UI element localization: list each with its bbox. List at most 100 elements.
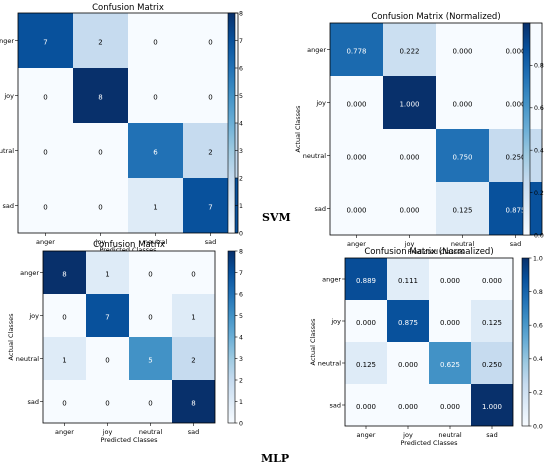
heatmap-cell [172, 380, 215, 423]
colorbar-tick-label: 7 [239, 270, 243, 277]
cell-value-label: 0 [98, 204, 102, 212]
x-axis-label: Predicted Classes [100, 436, 158, 444]
cell-value-label: 0.000 [399, 154, 419, 162]
heatmap-cell [429, 300, 471, 342]
cell-value-label: 0 [153, 39, 157, 47]
cell-value-label: 0 [153, 94, 157, 102]
heatmap-cell [387, 342, 429, 384]
cell-value-label: 0.875 [398, 319, 418, 327]
heatmap-cell [43, 380, 86, 423]
colorbar-tick-label: 0.2 [534, 190, 544, 197]
heatmap-cell [471, 384, 513, 426]
colorbar-tick-label: 1 [239, 399, 243, 406]
heatmap-cell [429, 342, 471, 384]
heatmap-cell [387, 300, 429, 342]
plot-frame [17, 12, 239, 234]
plot-frame [329, 22, 543, 236]
heatmap-cell [128, 123, 183, 178]
x-axis-label: Predicted Classes [407, 248, 465, 256]
plot-frame [344, 257, 514, 427]
y-tick-label: neutral [318, 360, 341, 368]
cell-value-label: 0 [148, 271, 152, 279]
cell-value-label: 0 [191, 271, 195, 279]
cell-value-label: 0.000 [398, 403, 418, 411]
cell-value-label: 8 [98, 94, 102, 102]
y-axis-label: Actual Classes [309, 318, 317, 366]
heatmap-cell [383, 76, 436, 129]
y-tick-label: neutral [303, 152, 326, 160]
colorbar-tick-label: 0.8 [534, 63, 544, 70]
chart-mlp-counts: 8 1 0 0 0 7 0 1 1 0 5 2 0 0 0 8 Confusion Matrix anger joy… [7, 240, 243, 444]
x-tick-label: joy [404, 240, 415, 248]
heatmap-cell [129, 251, 172, 294]
cell-value-label: 2 [208, 149, 212, 157]
cell-value-label: 0.750 [452, 154, 472, 162]
cell-value-label: 0 [148, 400, 152, 408]
cell-value-label: 6 [153, 149, 158, 157]
cell-value-label: 0.000 [482, 277, 502, 285]
cell-value-label: 0 [105, 357, 109, 365]
chart-mlp-normalized: 0.889 0.111 0.000 0.000 0.000 0.875 0.000 0.125… [309, 247, 543, 447]
colorbar-tick-label: 4 [239, 120, 243, 127]
cell-value-label: 0.889 [356, 277, 376, 285]
cell-value-label: 0.000 [440, 403, 460, 411]
cell-value-label: 2 [98, 39, 102, 47]
cell-value-label: 0 [98, 149, 102, 157]
x-tick-label: neutral [438, 431, 461, 439]
heatmap-cell [129, 380, 172, 423]
x-tick-label: anger [347, 240, 366, 248]
y-tick-label: joy [28, 312, 39, 320]
cell-value-label: 8 [191, 400, 195, 408]
chart-title: Confusion Matrix [93, 240, 165, 250]
cell-value-label: 1.000 [482, 403, 502, 411]
colorbar-tick-label: 0.6 [533, 323, 543, 330]
colorbar-tick-label: 0.6 [534, 105, 544, 112]
x-tick-label: neutral [139, 428, 162, 436]
y-tick-label: sad [3, 202, 15, 210]
heatmap-cell [383, 23, 436, 76]
section-label-mlp: MLP [261, 452, 290, 465]
heatmap-cell [345, 384, 387, 426]
colorbar-tick-label: 8 [239, 248, 243, 255]
cell-value-label: 0 [43, 149, 47, 157]
cell-value-label: 1.000 [399, 101, 419, 109]
cell-value-label: 0 [208, 94, 212, 102]
colorbar [227, 250, 236, 424]
colorbar-tick-label: 0.4 [534, 148, 544, 155]
cell-value-label: 0 [62, 400, 66, 408]
colorbar [521, 257, 530, 427]
chart-svm-normalized: 0.778 0.222 0.000 0.000 0.000 1.000 0.000 0.000… [294, 12, 544, 256]
colorbar-tick-label: 7 [239, 38, 243, 45]
cell-value-label: 0.250 [505, 154, 525, 162]
heatmap-cell [436, 23, 489, 76]
cell-value-label: 0 [148, 314, 152, 322]
heatmap-cell [330, 182, 383, 235]
colorbar [522, 22, 531, 236]
cell-value-label: 0.125 [482, 319, 502, 327]
cell-value-label: 0.250 [482, 361, 502, 369]
heatmap-cell [18, 178, 73, 233]
heatmap-cell [172, 294, 215, 337]
colorbar-tick-label: 6 [239, 291, 243, 298]
heatmap-cell [489, 23, 542, 76]
heatmap-cell [471, 258, 513, 300]
y-tick-label: joy [315, 99, 326, 107]
colorbar-tick-label: 3 [239, 148, 243, 155]
x-tick-label: joy [402, 431, 413, 439]
colorbar-tick-label: 8 [239, 10, 243, 17]
cell-value-label: 0.000 [452, 48, 472, 56]
cell-value-label: 8 [62, 271, 66, 279]
colorbar-tick-label: 2 [239, 377, 243, 384]
heatmap-cell [43, 251, 86, 294]
cell-value-label: 1 [191, 314, 195, 322]
heatmap-cell [172, 251, 215, 294]
heatmap-cell [330, 129, 383, 182]
x-tick-label: anger [36, 238, 55, 246]
heatmap-cell [429, 258, 471, 300]
x-tick-label: neutral [451, 240, 474, 248]
heatmap-cell [330, 23, 383, 76]
cell-value-label: 0.222 [399, 48, 419, 56]
cell-value-label: 0.000 [505, 48, 525, 56]
y-tick-label: joy [330, 318, 341, 326]
